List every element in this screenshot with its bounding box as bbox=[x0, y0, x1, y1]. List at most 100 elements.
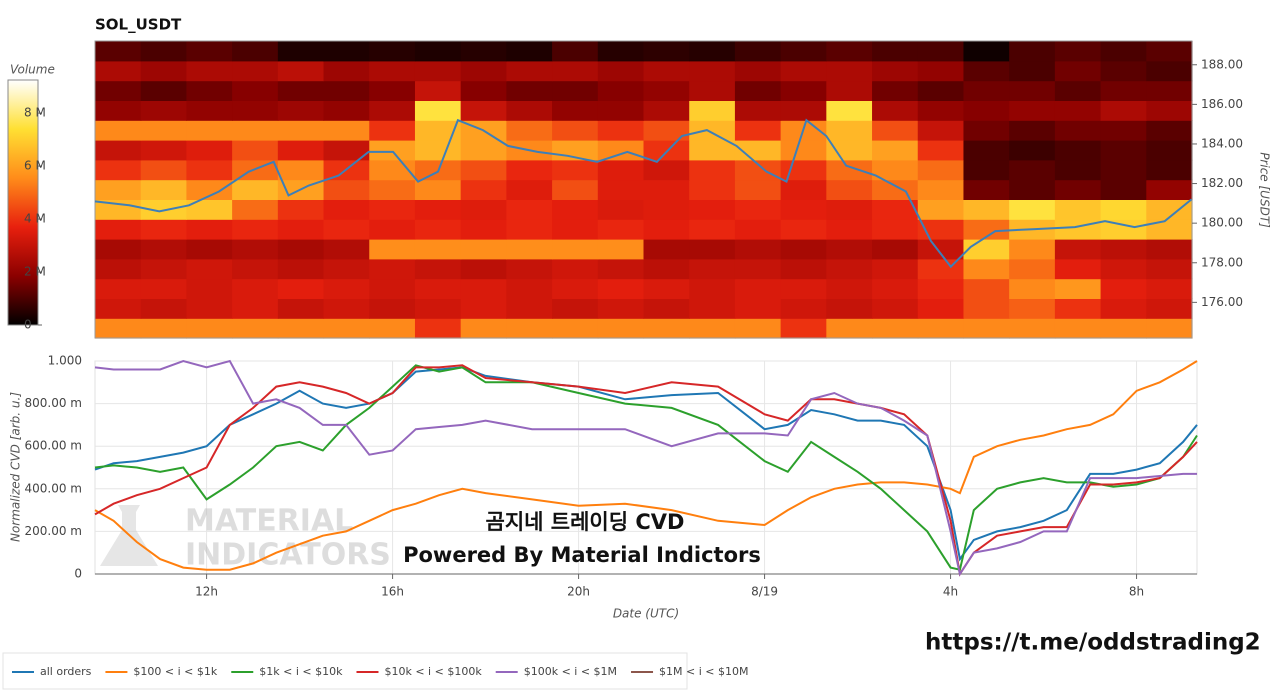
heat-cell bbox=[506, 179, 553, 200]
heat-cell bbox=[232, 60, 279, 82]
heat-cell bbox=[460, 278, 507, 299]
heat-cell bbox=[917, 219, 965, 240]
heat-cell bbox=[95, 100, 142, 121]
heat-cell bbox=[140, 159, 188, 181]
heat-cell bbox=[186, 80, 233, 101]
heat-cell bbox=[1009, 179, 1056, 200]
heat-cell bbox=[1146, 239, 1193, 260]
heat-cell bbox=[1100, 60, 1147, 82]
heat-cell bbox=[552, 298, 599, 319]
heat-cell bbox=[1009, 100, 1056, 121]
heat-cell bbox=[323, 41, 370, 62]
heat-cell bbox=[963, 41, 1010, 62]
heat-cell bbox=[506, 60, 553, 82]
heat-cell bbox=[95, 278, 142, 299]
heat-cell bbox=[277, 258, 325, 280]
heat-cell bbox=[277, 100, 325, 121]
heat-cell bbox=[826, 120, 873, 141]
heat-cell bbox=[323, 120, 370, 141]
heat-cell bbox=[323, 258, 370, 280]
heat-cell bbox=[1100, 318, 1147, 339]
heat-cell bbox=[872, 298, 919, 319]
heat-cell bbox=[460, 199, 507, 220]
heat-cell bbox=[643, 318, 690, 339]
colorbar-tick-label: 4 M bbox=[24, 212, 46, 226]
heat-cell bbox=[1100, 239, 1147, 260]
heat-cell bbox=[1146, 278, 1193, 299]
heat-cell bbox=[597, 179, 645, 200]
heat-cell bbox=[323, 179, 370, 200]
heat-cell bbox=[917, 318, 965, 339]
heat-cell bbox=[780, 60, 827, 82]
heat-cell bbox=[780, 199, 827, 220]
heat-cell bbox=[369, 258, 416, 280]
heat-cell bbox=[95, 41, 142, 62]
heat-cell bbox=[734, 179, 782, 200]
heat-cell bbox=[1054, 41, 1102, 62]
cvd-line bbox=[94, 364, 1198, 577]
heat-cell bbox=[323, 298, 370, 319]
heat-cell bbox=[1009, 80, 1056, 101]
heat-cell bbox=[689, 60, 736, 82]
heat-cell bbox=[95, 159, 142, 181]
heat-cell bbox=[369, 41, 416, 62]
heat-cell bbox=[506, 278, 553, 299]
heat-cell bbox=[1009, 239, 1056, 260]
heat-cell bbox=[963, 318, 1010, 339]
heat-cell bbox=[277, 120, 325, 141]
legend-label: all orders bbox=[40, 665, 92, 678]
heat-cell bbox=[826, 318, 873, 339]
heat-cell bbox=[186, 159, 233, 181]
heat-cell bbox=[1100, 298, 1147, 319]
heat-cell bbox=[186, 60, 233, 82]
heat-cell bbox=[506, 219, 553, 240]
heat-cell bbox=[1054, 219, 1102, 240]
heat-cell bbox=[1009, 318, 1056, 339]
overlay-text: Powered By Material Indictors bbox=[403, 543, 761, 567]
heat-cell bbox=[597, 140, 645, 161]
heat-cell bbox=[963, 219, 1010, 240]
price-tick-label: 176.00 bbox=[1201, 295, 1243, 309]
colorbar-tick-label: 8 M bbox=[24, 106, 46, 120]
heat-cell bbox=[277, 239, 325, 260]
heat-cell bbox=[552, 179, 599, 200]
heat-cell bbox=[369, 120, 416, 141]
heat-cell bbox=[826, 199, 873, 220]
price-tick-label: 178.00 bbox=[1201, 255, 1243, 269]
heat-cell bbox=[506, 298, 553, 319]
heat-cell bbox=[872, 100, 919, 121]
heat-cell bbox=[277, 140, 325, 161]
heat-cell bbox=[369, 318, 416, 339]
heat-cell bbox=[506, 80, 553, 101]
heat-cell bbox=[643, 159, 690, 181]
price-tick-label: 180.00 bbox=[1201, 216, 1243, 230]
heat-cell bbox=[140, 239, 188, 260]
heat-cell bbox=[826, 278, 873, 299]
heatmap-frame bbox=[94, 40, 1193, 339]
heat-cell bbox=[186, 298, 233, 319]
heat-cell bbox=[917, 41, 965, 62]
heat-cell bbox=[140, 179, 188, 200]
heat-cell bbox=[734, 318, 782, 339]
heat-cell bbox=[323, 318, 370, 339]
heat-cell bbox=[917, 239, 965, 260]
heat-cell bbox=[414, 278, 462, 299]
heat-cell bbox=[506, 199, 553, 220]
colorbar-label: Volume bbox=[10, 63, 55, 77]
heat-cell bbox=[643, 120, 690, 141]
heat-cell bbox=[734, 60, 782, 82]
heat-cell bbox=[734, 258, 782, 280]
heat-cell bbox=[780, 41, 827, 62]
heat-cell bbox=[186, 100, 233, 121]
heat-cell bbox=[232, 239, 279, 260]
heat-cell bbox=[643, 60, 690, 82]
heat-cell bbox=[552, 278, 599, 299]
heat-cell bbox=[780, 318, 827, 339]
heat-cell bbox=[460, 318, 507, 339]
heat-cell bbox=[95, 258, 142, 280]
heat-cell bbox=[369, 278, 416, 299]
heat-cell bbox=[597, 120, 645, 141]
heat-cell bbox=[369, 179, 416, 200]
heat-cell bbox=[506, 318, 553, 339]
heat-cell bbox=[689, 100, 736, 121]
